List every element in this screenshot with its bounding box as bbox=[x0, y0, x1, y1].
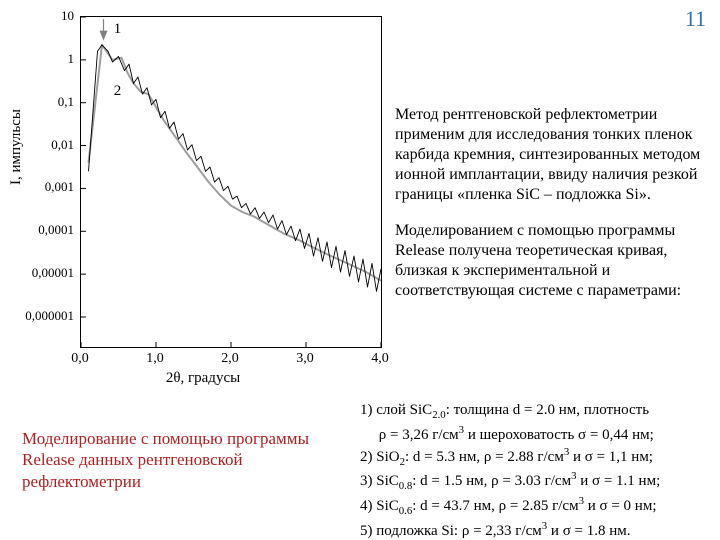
paragraph-1: Метод рентгеновской рефлектометрии приме… bbox=[395, 105, 705, 205]
y-tick: 0,0001 bbox=[18, 222, 80, 238]
layer-line-5: 5) подложка Si: ρ = 2,33 г/см3 и σ = 1.8… bbox=[360, 519, 710, 540]
y-tick: 0,000001 bbox=[18, 308, 80, 324]
chart-container: I, импульсы 1010,10,010,0010,00010,00001… bbox=[18, 10, 388, 390]
layer-line-1: 1) слой SiC2.0: толщина d = 2.0 нм, плот… bbox=[360, 400, 710, 445]
y-tick: 0,1 bbox=[18, 94, 80, 110]
plot-area bbox=[80, 16, 382, 348]
paragraph-2: Моделированием с помощью программы Relea… bbox=[395, 221, 705, 301]
x-tick: 4,0 bbox=[371, 351, 389, 367]
y-tick: 0,01 bbox=[18, 137, 80, 153]
y-tick: 10 bbox=[18, 8, 80, 24]
curve-label-1: 1 bbox=[114, 21, 122, 38]
description-panel: Метод рентгеновской рефлектометрии приме… bbox=[395, 105, 705, 317]
y-tick: 0,00001 bbox=[18, 265, 80, 281]
x-tick: 0,0 bbox=[71, 351, 89, 367]
page-number: 11 bbox=[685, 6, 706, 32]
x-tick: 3,0 bbox=[296, 351, 314, 367]
layer-line-3: 3) SiC0.8: d = 1.5 нм, ρ = 3.03 г/см3 и … bbox=[360, 469, 710, 494]
y-tick: 1 bbox=[18, 51, 80, 67]
layer-parameters: 1) слой SiC2.0: толщина d = 2.0 нм, плот… bbox=[360, 400, 710, 540]
y-tick: 0,001 bbox=[18, 179, 80, 195]
layer-line-4: 4) SiC0.6: d = 43.7 нм, ρ = 2.85 г/см3 и… bbox=[360, 494, 710, 519]
curve-label-2: 2 bbox=[114, 83, 122, 100]
x-tick: 1,0 bbox=[146, 351, 164, 367]
figure-caption: Моделирование с помощью программы Releas… bbox=[22, 428, 352, 492]
layer-line-2: 2) SiO2: d = 5.3 нм, ρ = 2.88 г/см3 и σ … bbox=[360, 445, 710, 470]
x-tick: 2,0 bbox=[221, 351, 239, 367]
x-axis-label: 2θ, градусы bbox=[18, 370, 388, 387]
